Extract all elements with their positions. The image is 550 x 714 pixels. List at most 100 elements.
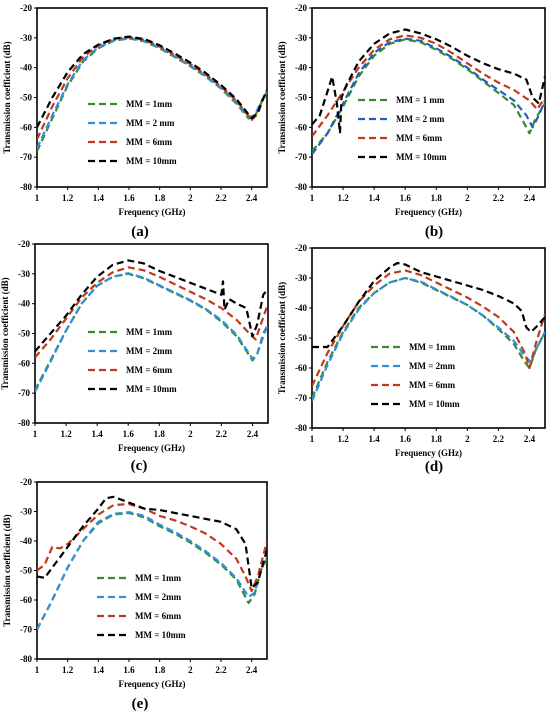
x-tick-label: 1.4 bbox=[369, 193, 381, 203]
panel-label: (d) bbox=[425, 459, 443, 475]
x-tick-label: 1.6 bbox=[400, 434, 412, 444]
x-tick-label: 1.8 bbox=[154, 429, 166, 439]
x-axis-title: Frequency (GHz) bbox=[395, 448, 462, 458]
x-tick-label: 1 bbox=[310, 193, 315, 203]
x-tick-label: 1 bbox=[33, 429, 38, 439]
y-tick-label: -30 bbox=[18, 269, 30, 279]
series-group bbox=[37, 35, 267, 152]
x-tick-label: 2 bbox=[465, 434, 470, 444]
legend-label: MM = 1mm bbox=[409, 342, 456, 352]
y-tick-label: -20 bbox=[295, 3, 307, 13]
legend: MM = 1mm MM = 2mm MM = 6mm MM = 10mm bbox=[371, 342, 460, 409]
x-tick-label: 1.4 bbox=[93, 193, 105, 203]
series-line-1 bbox=[37, 37, 267, 149]
legend-label: MM = 6mm bbox=[126, 137, 173, 147]
y-axis-title: Transmission coefficient (dB) bbox=[2, 41, 12, 153]
y-tick-label: -30 bbox=[20, 33, 32, 43]
x-tick-label: 1.4 bbox=[93, 665, 105, 675]
x-tick-label: 1.2 bbox=[62, 193, 74, 203]
series-line-1 bbox=[312, 37, 545, 155]
legend-label: MM = 6mm bbox=[135, 611, 182, 621]
legend: MM = 1mm MM = 2mm MM = 6mm MM = 10mm bbox=[97, 573, 186, 640]
y-tick-label: -20 bbox=[295, 243, 307, 253]
y-tick-label: -50 bbox=[295, 93, 307, 103]
series-group bbox=[35, 259, 268, 393]
legend-label: MM = 10mm bbox=[126, 384, 177, 394]
legend-label: MM = 10mm bbox=[409, 399, 460, 409]
series-group bbox=[37, 495, 267, 631]
x-tick-label: 1 bbox=[310, 434, 315, 444]
series-line-0 bbox=[312, 38, 545, 152]
legend-label: MM = 2mm bbox=[409, 361, 456, 371]
x-tick-label: 2 bbox=[465, 193, 470, 203]
x-axis-title: Frequency (GHz) bbox=[118, 443, 185, 453]
x-tick-label: 1.2 bbox=[337, 434, 349, 444]
x-tick-label: 2 bbox=[188, 429, 193, 439]
x-tick-label: 1.2 bbox=[60, 429, 72, 439]
series-line-1 bbox=[35, 272, 268, 393]
x-tick-label: 2.2 bbox=[215, 193, 227, 203]
y-tick-label: -60 bbox=[18, 358, 30, 368]
y-tick-label: -70 bbox=[20, 625, 32, 635]
y-tick-label: -50 bbox=[20, 566, 32, 576]
legend-label: MM = 2mm bbox=[126, 346, 173, 356]
legend-label: MM = 1 mm bbox=[396, 95, 445, 105]
y-tick-label: -40 bbox=[295, 63, 307, 73]
x-tick-label: 1.2 bbox=[337, 193, 349, 203]
y-tick-label: -70 bbox=[20, 152, 32, 162]
panel-label: (a) bbox=[131, 224, 149, 240]
y-tick-label: -20 bbox=[20, 477, 32, 487]
x-tick-label: 2.4 bbox=[247, 429, 259, 439]
series-group bbox=[312, 28, 545, 155]
panel-label: (c) bbox=[131, 458, 148, 474]
panel-label: (e) bbox=[132, 696, 149, 712]
legend: MM = 1mm MM = 2 mm MM = 6mm MM = 10mm bbox=[88, 99, 177, 166]
x-tick-label: 1.6 bbox=[400, 193, 412, 203]
x-tick-label: 2 bbox=[188, 193, 193, 203]
y-tick-label: -80 bbox=[20, 654, 32, 664]
series-line-3 bbox=[37, 35, 267, 128]
legend-label: MM = 2mm bbox=[135, 592, 182, 602]
x-tick-label: 1.8 bbox=[431, 434, 443, 444]
y-tick-label: -20 bbox=[18, 239, 30, 249]
x-axis-title: Frequency (GHz) bbox=[118, 207, 185, 217]
x-axis-title: Frequency (GHz) bbox=[118, 679, 185, 689]
legend-label: MM = 2 mm bbox=[396, 114, 445, 124]
panel-label: (b) bbox=[425, 224, 443, 240]
legend-label: MM = 6mm bbox=[126, 365, 173, 375]
y-tick-label: -20 bbox=[20, 3, 32, 13]
x-tick-label: 1.6 bbox=[123, 665, 135, 675]
y-tick-label: -40 bbox=[18, 299, 30, 309]
legend-label: MM = 1mm bbox=[126, 99, 173, 109]
legend-label: MM = 2 mm bbox=[126, 118, 175, 128]
series-line-3 bbox=[37, 495, 267, 590]
series-line-2 bbox=[35, 266, 268, 359]
x-tick-label: 1.8 bbox=[431, 193, 443, 203]
y-tick-label: -80 bbox=[295, 423, 307, 433]
x-tick-label: 1 bbox=[35, 193, 40, 203]
y-tick-label: -70 bbox=[295, 393, 307, 403]
y-tick-label: -30 bbox=[20, 507, 32, 517]
x-tick-label: 1.8 bbox=[154, 193, 166, 203]
series-line-0 bbox=[37, 37, 267, 152]
x-tick-label: 1.6 bbox=[123, 193, 135, 203]
series-line-3 bbox=[312, 28, 545, 135]
x-tick-label: 1.8 bbox=[154, 665, 166, 675]
panel-1: -20 -30 -40 -50 -60 -70 -801 1.2 1.4 1.6 1.8 2 2.2 2.… bbox=[277, 3, 546, 240]
y-tick-label: -40 bbox=[20, 536, 32, 546]
series-line-1 bbox=[37, 511, 267, 631]
y-tick-label: -80 bbox=[20, 182, 32, 192]
legend-label: MM = 1mm bbox=[126, 327, 173, 337]
x-tick-label: 1.6 bbox=[123, 429, 135, 439]
y-tick-label: -40 bbox=[295, 303, 307, 313]
y-tick-label: -60 bbox=[295, 122, 307, 132]
y-tick-label: -60 bbox=[295, 363, 307, 373]
legend-label: MM = 6mm bbox=[409, 380, 456, 390]
y-axis-title: Transmission coefficient (dB) bbox=[277, 282, 287, 394]
panel-0: -20 -30 -40 -50 -60 -70 -801 1.2 1.4 1.6 1.8 2 2.2 2.… bbox=[2, 3, 268, 240]
legend-label: MM = 10mm bbox=[135, 630, 186, 640]
y-tick-label: -80 bbox=[295, 182, 307, 192]
y-tick-label: -40 bbox=[20, 63, 32, 73]
y-tick-label: -50 bbox=[295, 333, 307, 343]
